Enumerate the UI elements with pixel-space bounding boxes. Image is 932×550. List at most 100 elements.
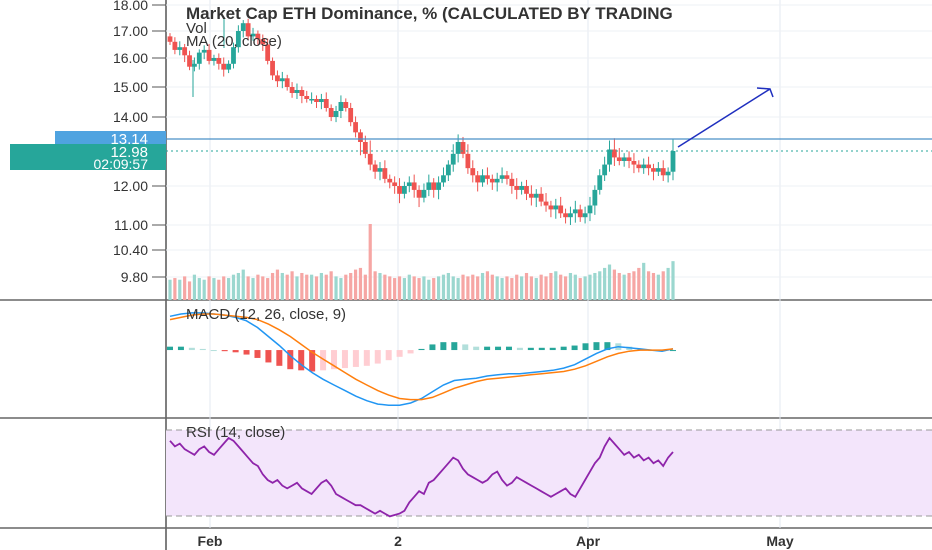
candle-body (265, 44, 271, 61)
candle-body (250, 33, 256, 37)
forecast-arrow (677, 88, 771, 148)
candle-body (387, 178, 393, 183)
candle-body (240, 23, 246, 31)
candle-body (504, 175, 510, 179)
volume-bar (485, 271, 490, 300)
macd-hist-bar (341, 350, 348, 369)
volume-bar (324, 274, 328, 300)
candle-body (475, 175, 481, 183)
volume-bar (285, 274, 289, 300)
candle-body (226, 63, 232, 70)
volume-bar (368, 224, 372, 300)
macd-hist-bar (298, 350, 305, 371)
y-tick-label: 15.00 (113, 79, 148, 95)
candle-body (377, 168, 383, 172)
x-tick-label: Feb (198, 533, 223, 549)
volume-bar (544, 276, 548, 300)
candle-body (611, 149, 617, 158)
volume-bar (642, 262, 646, 300)
volume-bar (505, 276, 509, 300)
candle-body (216, 58, 222, 64)
macd-hist-bar (254, 350, 261, 358)
volume-bar (534, 278, 538, 300)
volume-bar (559, 274, 563, 300)
candle-body (182, 47, 188, 56)
candle-body (568, 213, 573, 218)
macd-hist-bar (309, 350, 316, 372)
candle-body (655, 168, 661, 172)
candle-body (533, 193, 539, 198)
volume-bar (446, 272, 450, 300)
rsi-line (169, 436, 674, 518)
macd-hist-bar (549, 347, 556, 351)
candle-body (406, 182, 412, 186)
candle-body (187, 55, 192, 67)
candles (167, 18, 676, 225)
current-price-label: 12.98 (110, 144, 148, 161)
ma-legend: MA (20, close) (186, 33, 282, 50)
volume-bar (353, 269, 358, 300)
candle-body (294, 90, 300, 93)
volume-bar (227, 278, 231, 300)
y-tick-label: 16.00 (113, 50, 148, 66)
rsi-band-fill (166, 430, 932, 516)
x-tick-label: May (766, 533, 793, 549)
volume-bar (192, 274, 197, 300)
y-tick-label: 18.00 (113, 0, 148, 13)
volume-bar (456, 278, 460, 300)
candle-body (553, 205, 559, 210)
macd-hist-bar (429, 344, 436, 351)
candle-body (289, 87, 295, 93)
candle-body (489, 178, 495, 183)
volume-bar (461, 274, 465, 300)
macd-hist-bar (243, 350, 250, 355)
macd-hist-bar (571, 345, 578, 351)
macd-hist-bar (167, 346, 173, 351)
chart-title: Market Cap ETH Dominance, % (CALCULATED … (186, 4, 673, 23)
candle-body (626, 157, 632, 161)
volume-bar (397, 276, 402, 300)
macd-hist-bar (188, 347, 195, 351)
volume-bar (671, 261, 675, 300)
volume-bar (480, 272, 485, 300)
volume-bar (427, 279, 431, 300)
macd-hist-bar (210, 350, 217, 352)
volume-bar (607, 264, 612, 300)
volume-bar (529, 276, 533, 300)
candle-body (528, 193, 534, 198)
candle-body (436, 182, 441, 190)
candle-body (397, 186, 402, 194)
candle-body (314, 99, 319, 102)
macd-hist-bar (287, 350, 294, 370)
y-tick-label: 10.40 (113, 242, 148, 258)
volume-bar (310, 274, 314, 300)
candle-body (275, 75, 280, 82)
volume-bar (622, 274, 626, 300)
candle-body (602, 164, 608, 176)
candle-body (270, 60, 275, 76)
volume-bar (378, 272, 382, 300)
candle-body (494, 178, 500, 183)
volume-bar (178, 279, 182, 300)
volume-bar (603, 267, 607, 300)
volume-bar (222, 276, 226, 300)
candle-body (548, 205, 554, 210)
candle-body (509, 178, 515, 186)
volume-bar (280, 272, 284, 300)
candle-body (318, 99, 324, 102)
macd-legend: MACD (12, 26, close, 9) (186, 306, 346, 323)
candle-body (353, 122, 358, 133)
candle-body (201, 49, 207, 53)
volume-bar (290, 271, 294, 300)
candle-body (646, 164, 651, 169)
candle-body (538, 193, 544, 202)
volume-bar (402, 278, 407, 300)
candle-body (485, 175, 490, 179)
volume-legend: Vol (186, 20, 207, 37)
candle-body (309, 99, 315, 101)
macd-hist-bar (363, 350, 370, 366)
volume-bar (231, 274, 236, 300)
macd-hist-bar (670, 350, 676, 352)
volume-bar (598, 271, 602, 300)
